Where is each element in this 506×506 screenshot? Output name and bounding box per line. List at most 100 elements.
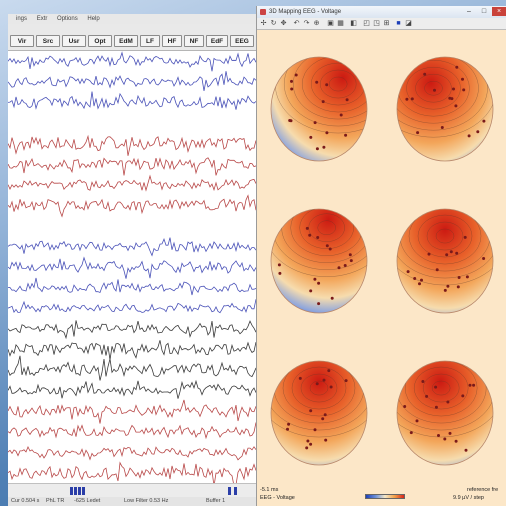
head-map[interactable]: [257, 339, 382, 466]
menu-help[interactable]: Help: [87, 16, 100, 22]
electrode-marker: [298, 376, 302, 380]
eeg-trace: [8, 256, 256, 279]
eeg-trace: [8, 134, 256, 156]
electrode-marker: [461, 77, 464, 81]
electrode-marker: [445, 253, 449, 257]
electrode-marker: [322, 378, 326, 382]
electrode-marker: [463, 235, 467, 239]
pan-icon[interactable]: ✥: [280, 20, 287, 27]
color-map-icon[interactable]: ■: [396, 20, 401, 27]
head-maps-area[interactable]: [257, 29, 506, 484]
latency-readout: -5.1 ms: [260, 487, 279, 493]
electrode-marker: [308, 233, 312, 237]
electrode-marker: [343, 264, 347, 267]
electrode-marker: [286, 427, 289, 431]
toolbar-button-src[interactable]: Src: [36, 35, 60, 47]
toolbar-button-opt[interactable]: Opt: [88, 35, 112, 47]
redo-icon[interactable]: ↷: [303, 20, 310, 27]
app-icon: [260, 9, 266, 15]
electrode-marker: [443, 437, 447, 441]
mapping-toolbar: ✢ ↻ ✥ ↶ ↷ ⊕ ▣ ▦ ◧ ◰ ◳ ⊞ ■ ◪: [257, 18, 506, 30]
view-grid-icon[interactable]: ▦: [337, 20, 344, 27]
move-icon[interactable]: ✢: [260, 20, 267, 27]
event-marker[interactable]: [234, 487, 237, 495]
event-marker[interactable]: [74, 487, 77, 495]
layout-2-icon[interactable]: ◳: [373, 20, 380, 27]
electrode-marker: [315, 80, 319, 84]
electrode-marker: [313, 121, 317, 125]
head-map[interactable]: [382, 187, 506, 314]
eeg-time-scrollbar[interactable]: [8, 483, 256, 498]
event-marker[interactable]: [70, 487, 73, 495]
zoom-icon[interactable]: ⊕: [313, 20, 320, 27]
electrode-marker: [348, 253, 352, 257]
toolbar-button-lf[interactable]: LF: [140, 35, 160, 47]
close-icon[interactable]: ×: [492, 7, 506, 16]
electrode-marker: [328, 247, 332, 251]
electrode-marker: [324, 438, 328, 442]
electrode-marker: [278, 271, 282, 275]
head-map[interactable]: [370, 39, 496, 162]
electrode-marker: [454, 439, 458, 443]
electrode-marker: [476, 130, 480, 134]
electrode-marker: [317, 302, 321, 306]
menu-options[interactable]: Options: [57, 16, 78, 22]
electrode-marker: [323, 413, 327, 417]
electrode-marker: [325, 83, 329, 87]
toolbar-button-edf[interactable]: EdF: [206, 35, 228, 47]
head-map[interactable]: [264, 179, 390, 314]
mapping-footer: -5.1 ms EEG - Voltage reference fre 9.9 …: [257, 484, 506, 506]
electrode-marker: [294, 73, 298, 77]
eeg-trace: [8, 174, 256, 192]
toolbar-button-eeg[interactable]: EEG: [230, 35, 254, 47]
electrode-marker: [339, 113, 343, 117]
status-cursor: Cur 0.504 s: [11, 498, 40, 504]
minimize-icon[interactable]: –: [467, 8, 471, 15]
map-mode-label: EEG - Voltage: [260, 495, 295, 501]
electrode-marker: [443, 288, 447, 292]
toolbar-button-usr[interactable]: Usr: [62, 35, 86, 47]
electrode-marker: [455, 65, 459, 69]
electrode-marker: [454, 104, 458, 108]
status-filter: Low Filter 0.53 Hz: [124, 498, 169, 504]
eeg-trace: [8, 320, 256, 340]
electrode-marker: [465, 275, 469, 279]
electrode-marker: [344, 379, 348, 383]
electrode-marker: [452, 87, 455, 91]
eeg-trace-area[interactable]: [8, 51, 256, 483]
electrode-marker: [330, 296, 334, 300]
undo-icon[interactable]: ↶: [293, 20, 300, 27]
electrode-marker: [456, 285, 460, 289]
reference-label: reference fre: [467, 487, 499, 493]
menu-extras[interactable]: Extr: [36, 16, 48, 22]
view-front-icon[interactable]: ▣: [327, 20, 334, 27]
electrode-marker: [329, 385, 333, 389]
head-map[interactable]: [270, 35, 401, 162]
event-marker[interactable]: [78, 487, 81, 495]
toolbar-button-nf[interactable]: NF: [184, 35, 204, 47]
toolbar-button-vir[interactable]: Vir: [10, 35, 34, 47]
electrode-marker: [289, 119, 293, 123]
event-marker[interactable]: [228, 487, 231, 495]
settings-icon[interactable]: ◪: [405, 20, 412, 27]
rotate-icon[interactable]: ↻: [270, 20, 277, 27]
menu-settings[interactable]: ings: [16, 16, 28, 22]
head-map[interactable]: [378, 339, 504, 466]
event-marker[interactable]: [82, 487, 85, 495]
electrode-marker: [448, 431, 452, 435]
layout-4-icon[interactable]: ⊞: [383, 20, 390, 27]
eeg-trace: [8, 379, 256, 399]
electrode-marker: [290, 87, 294, 91]
electrode-marker: [410, 97, 414, 101]
eeg-trace: [8, 340, 256, 360]
eeg-trace: [8, 461, 256, 483]
electrode-marker: [425, 394, 429, 398]
electrode-marker: [440, 126, 444, 129]
maximize-icon[interactable]: □: [481, 8, 487, 15]
view-side-icon[interactable]: ◧: [350, 20, 357, 27]
electrode-marker: [420, 278, 423, 282]
toolbar-button-edm[interactable]: EdM: [114, 35, 138, 47]
toolbar-button-hf[interactable]: HF: [162, 35, 182, 47]
electrode-marker: [464, 448, 468, 452]
layout-1-icon[interactable]: ◰: [363, 20, 370, 27]
